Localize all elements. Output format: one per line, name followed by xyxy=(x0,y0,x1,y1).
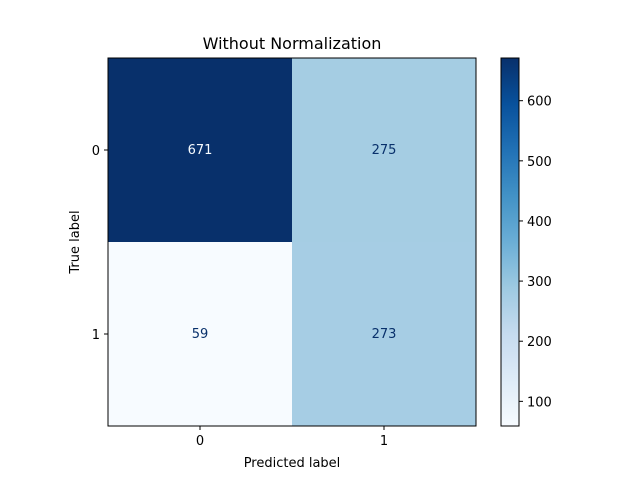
y-axis-label: True label xyxy=(68,210,83,274)
y-axis-ticks: 01 xyxy=(92,144,108,343)
heatmap-cell-r0-c0 xyxy=(108,58,292,242)
colorbar-ticks: 100 200 300 400 500 600 xyxy=(519,95,552,410)
heatmap-cells xyxy=(108,58,476,426)
y-tick-label: 1 xyxy=(92,328,100,343)
x-tick-label: 0 xyxy=(196,434,204,449)
colorbar xyxy=(500,57,520,427)
x-axis-label: Predicted label xyxy=(244,456,341,471)
plot-frame xyxy=(107,57,477,427)
colorbar-tick-label: 300 xyxy=(527,275,552,290)
cell-value-r0-c1: 275 xyxy=(372,143,397,158)
colorbar-tick-label: 400 xyxy=(527,215,552,230)
cell-value-r1-c0: 59 xyxy=(192,327,209,342)
cell-value-r1-c1: 273 xyxy=(372,327,397,342)
heatmap-cell-r0-c1 xyxy=(292,58,476,242)
x-tick-label: 1 xyxy=(380,434,388,449)
colorbar-tick-label: 600 xyxy=(527,95,552,110)
cell-value-r0-c0: 671 xyxy=(188,143,213,158)
colorbar-tick-label: 100 xyxy=(527,395,552,410)
heatmap-cell-r1-c0 xyxy=(108,242,292,426)
chart-title: Without Normalization xyxy=(203,34,382,53)
colorbar-tick-label: 200 xyxy=(527,335,552,350)
heatmap-cell-r1-c1 xyxy=(292,242,476,426)
heatmap-cell-labels: 671 275 59 273 xyxy=(188,143,397,342)
y-tick-label: 0 xyxy=(92,144,100,159)
colorbar-tick-label: 500 xyxy=(527,155,552,170)
